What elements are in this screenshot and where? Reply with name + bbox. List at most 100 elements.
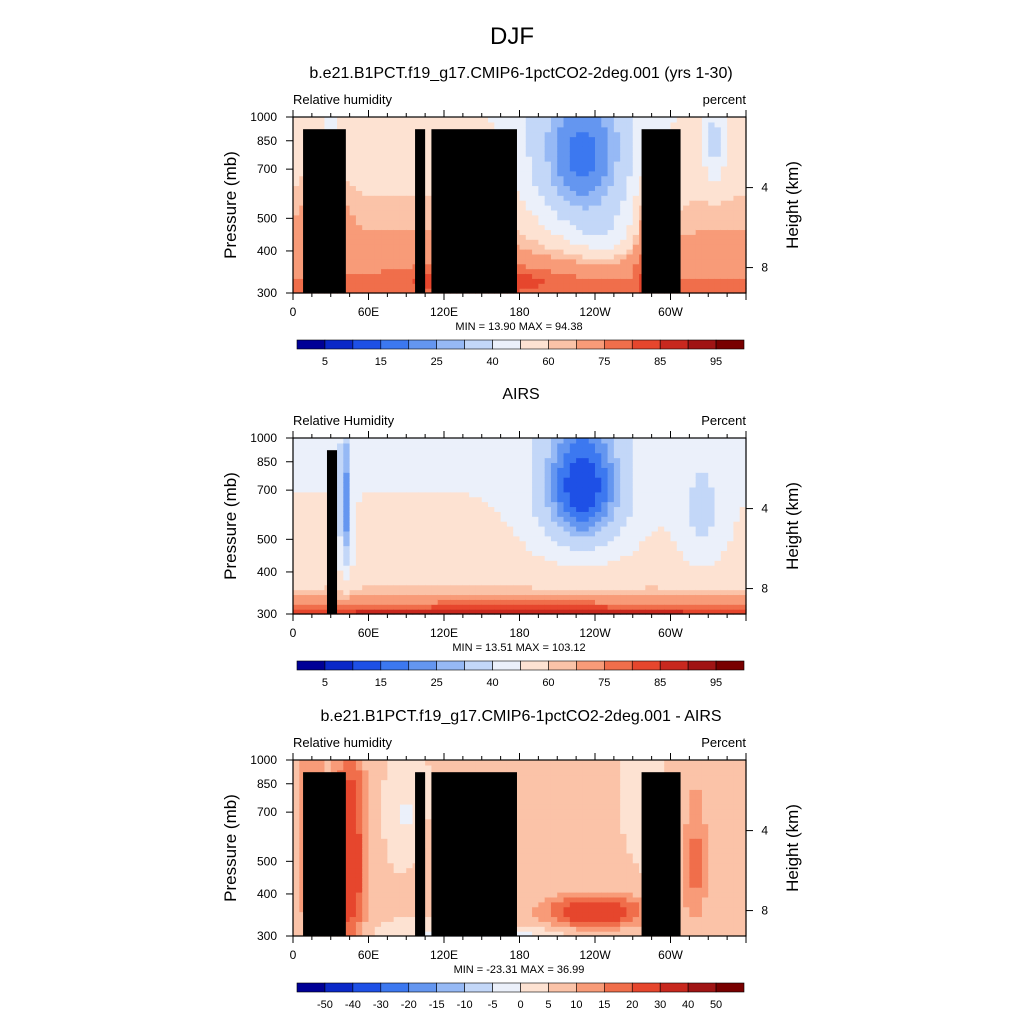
- heatmap-cell: [387, 161, 395, 167]
- heatmap-cell: [670, 117, 678, 123]
- heatmap-cell: [676, 491, 684, 498]
- heatmap-cell: [544, 283, 552, 289]
- heatmap-cell: [720, 229, 728, 235]
- heatmap-cell: [714, 253, 722, 260]
- heatmap-cell: [437, 574, 445, 581]
- heatmap-cell: [406, 570, 414, 576]
- heatmap-cell: [683, 442, 690, 449]
- heatmap-cell: [381, 482, 388, 488]
- heatmap-cell: [481, 506, 489, 512]
- heatmap-cell: [374, 442, 382, 449]
- heatmap-cell: [576, 477, 584, 483]
- heatmap-cell: [626, 486, 634, 493]
- heatmap-cell: [399, 555, 407, 561]
- heatmap-cell: [456, 496, 464, 503]
- heatmap-cell: [626, 258, 634, 265]
- heatmap-cell: [569, 273, 577, 279]
- heatmap-cell: [418, 521, 426, 527]
- heatmap-cell: [399, 506, 407, 512]
- heatmap-cell: [588, 477, 596, 483]
- heatmap-cell: [657, 491, 665, 498]
- heatmap-cell: [664, 535, 672, 542]
- heatmap-cell: [387, 609, 395, 615]
- heatmap-cell: [374, 516, 382, 522]
- heatmap-cell: [387, 589, 395, 596]
- heatmap-cell: [632, 438, 640, 444]
- heatmap-cell: [299, 467, 307, 473]
- heatmap-cell: [626, 589, 634, 596]
- heatmap-cell: [569, 438, 577, 444]
- y2-tick-label: 4: [761, 181, 768, 195]
- heatmap-cell: [355, 555, 363, 561]
- heatmap-cell: [406, 477, 414, 483]
- heatmap-cell: [343, 121, 351, 128]
- heatmap-cell: [639, 477, 646, 483]
- heatmap-cell: [544, 170, 552, 177]
- heatmap-cell: [381, 501, 388, 508]
- heatmap-cell: [475, 477, 483, 483]
- heatmap-cell: [362, 457, 370, 464]
- heatmap-cell: [563, 516, 571, 522]
- heatmap-cell: [425, 258, 433, 265]
- heatmap-cell: [595, 550, 602, 556]
- heatmap-cell: [387, 273, 395, 279]
- heatmap-cell: [569, 278, 577, 284]
- heatmap-cell: [651, 574, 659, 581]
- heatmap-cell: [582, 175, 590, 182]
- heatmap-cell: [588, 467, 596, 473]
- heatmap-cell: [557, 283, 565, 289]
- heatmap-cell: [513, 560, 521, 566]
- heatmap-cell: [475, 472, 483, 478]
- heatmap-cell: [418, 530, 426, 537]
- heatmap-cell: [469, 604, 477, 610]
- heatmap-cell: [355, 438, 363, 444]
- heatmap-cell: [337, 579, 344, 586]
- heatmap-cell: [494, 550, 502, 556]
- heatmap-cell: [538, 496, 546, 503]
- heatmap-cell: [657, 579, 665, 586]
- heatmap-cell: [412, 506, 420, 512]
- heatmap-cell: [412, 486, 420, 493]
- heatmap-cell: [651, 457, 659, 464]
- heatmap-cell: [550, 589, 558, 596]
- heatmap-cell: [727, 165, 735, 172]
- heatmap-cell: [733, 165, 741, 172]
- heatmap-cell: [569, 190, 577, 196]
- heatmap-cell: [657, 555, 665, 561]
- heatmap-cell: [519, 156, 527, 162]
- heatmap-cell: [381, 209, 388, 216]
- heatmap-cell: [588, 224, 596, 231]
- heatmap-cell: [437, 589, 445, 596]
- heatmap-cell: [343, 579, 351, 586]
- heatmap-cell: [544, 258, 552, 265]
- heatmap-cell: [532, 565, 539, 571]
- heatmap-cell: [393, 200, 401, 206]
- heatmap-cell: [582, 486, 590, 493]
- heatmap-cell: [588, 462, 596, 468]
- heatmap-cell: [595, 205, 602, 211]
- heatmap-cell: [563, 239, 571, 245]
- heatmap-cell: [431, 442, 439, 449]
- heatmap-cell: [444, 511, 451, 517]
- heatmap-cell: [519, 599, 527, 605]
- panel-left-label: Relative humidity: [293, 92, 392, 107]
- heatmap-cell: [425, 526, 433, 532]
- heatmap-cell: [632, 214, 640, 221]
- heatmap-cell: [670, 530, 678, 537]
- heatmap-cell: [550, 447, 558, 454]
- heatmap-cell: [532, 156, 539, 162]
- heatmap-cell: [469, 579, 477, 586]
- heatmap-cell: [374, 234, 382, 240]
- heatmap-cell: [311, 467, 319, 473]
- heatmap-cell: [538, 273, 546, 279]
- heatmap-cell: [406, 268, 414, 275]
- heatmap-cell: [632, 229, 640, 235]
- heatmap-cell: [299, 205, 307, 211]
- heatmap-cell: [481, 462, 489, 468]
- heatmap-cell: [557, 472, 565, 478]
- heatmap-cell: [739, 190, 747, 196]
- heatmap-cell: [293, 574, 300, 581]
- heatmap-cell: [701, 219, 709, 226]
- heatmap-cell: [412, 609, 420, 615]
- heatmap-cell: [437, 447, 445, 454]
